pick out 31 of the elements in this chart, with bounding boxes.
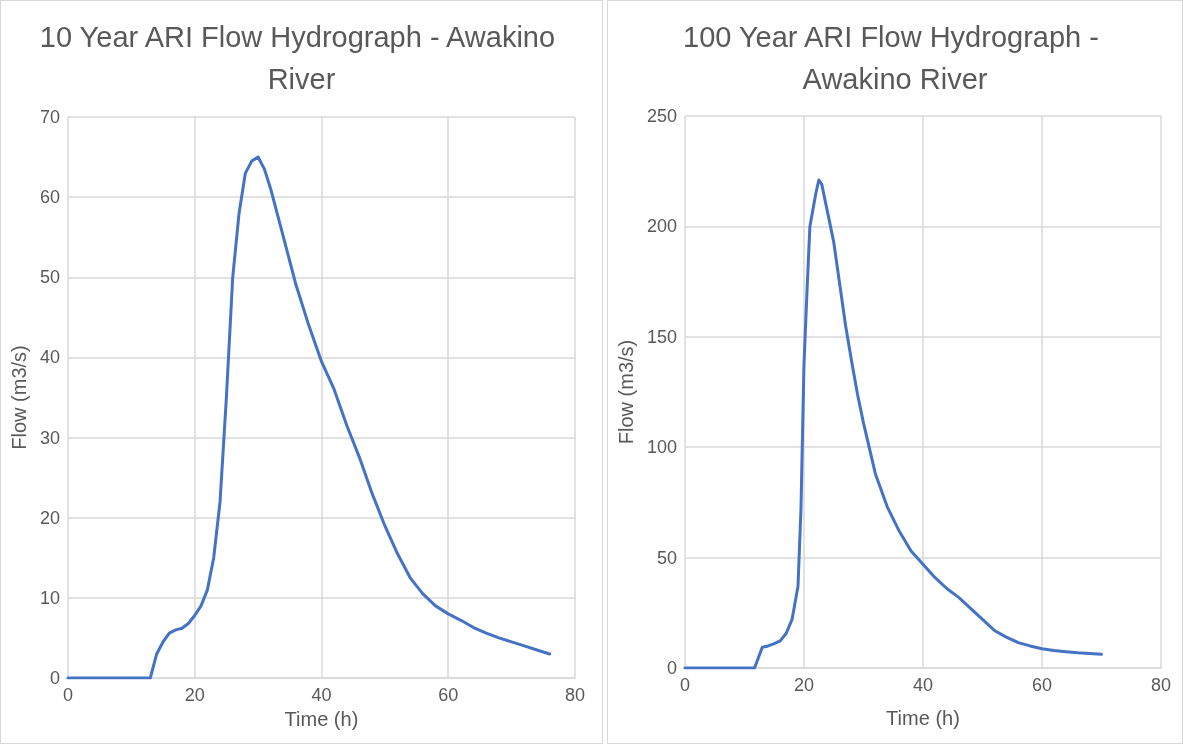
y-tick-label: 250 <box>646 106 677 126</box>
y-tick-label: 20 <box>39 507 60 528</box>
x-tick-label: 60 <box>438 685 459 705</box>
y-axis-title: Flow (m3/s) <box>8 345 30 450</box>
y-tick-label: 200 <box>646 216 677 237</box>
y-tick-label: 50 <box>39 267 60 288</box>
x-axis-title: Time (h) <box>886 707 960 729</box>
x-tick-label: 40 <box>912 675 933 695</box>
x-tick-label: 80 <box>564 685 586 705</box>
x-tick-label: 80 <box>1150 675 1172 695</box>
x-tick-label: 0 <box>62 685 73 705</box>
x-tick-label: 40 <box>311 685 332 705</box>
x-tick-label: 20 <box>793 675 814 695</box>
y-tick-label: 10 <box>39 587 60 608</box>
x-tick-label: 0 <box>679 675 690 695</box>
y-tick-label: 60 <box>39 187 60 208</box>
line-series <box>683 178 1103 670</box>
y-tick-label: 40 <box>39 347 60 368</box>
x-axis-title: Time (h) <box>284 707 359 730</box>
y-tick-label: 70 <box>39 107 60 127</box>
y-tick-label: 150 <box>646 326 677 347</box>
line-series <box>66 155 552 680</box>
y-tick-label: 30 <box>39 427 60 448</box>
chart-title: 10 Year ARI Flow Hydrograph - Awakino River <box>39 21 564 95</box>
x-tick-label: 20 <box>184 685 205 705</box>
y-tick-label: 0 <box>666 658 677 678</box>
chart-title: 100 Year ARI Flow Hydrograph - Awakino River <box>683 21 1107 95</box>
y-tick-label: 100 <box>646 437 677 458</box>
x-tick-label: 60 <box>1031 675 1052 695</box>
y-tick-label: 50 <box>656 547 677 568</box>
y-axis-title: Flow (m3/s) <box>615 339 637 445</box>
